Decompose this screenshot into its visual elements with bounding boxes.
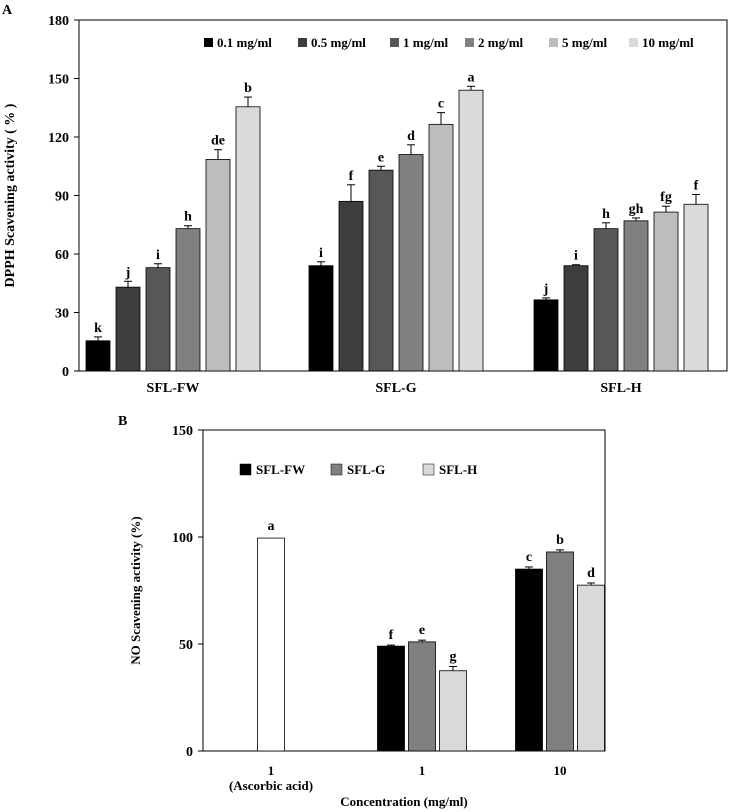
bar-sfl-h-1-mg-ml	[593, 228, 619, 372]
significance-letter: j	[125, 265, 131, 280]
legend-swatch-10-mg-ml	[629, 38, 638, 47]
x-tick-label: SFL-G	[375, 381, 416, 396]
legend-label: 2 mg/ml	[478, 35, 524, 50]
y-axis-label: NO Scavening activity (%)	[128, 516, 143, 664]
legend-label: 10 mg/ml	[642, 35, 694, 50]
bar-sfl-fw-10-mg-ml	[235, 106, 261, 372]
significance-letter: i	[574, 249, 578, 264]
chart-a-dpph: 0 30 60 90 120 150 180 DPPH Scavening activity …	[3, 14, 728, 396]
legend-label: 0.5 mg/ml	[311, 35, 366, 50]
bar-sfl-fw-0-5-mg-ml	[115, 286, 141, 372]
panel-a-label: A	[2, 3, 13, 18]
significance-letter: d	[587, 566, 595, 581]
bar-ascorbic-acid	[257, 537, 285, 752]
bar-1-sfl-fw	[377, 645, 405, 752]
bar-sfl-fw-2-mg-ml	[175, 228, 201, 372]
bar-sfl-h-10-mg-ml	[683, 203, 709, 372]
x-tick-label: 10	[554, 763, 567, 778]
significance-letter: b	[244, 81, 252, 96]
significance-letter: g	[450, 649, 457, 664]
legend-label: SFL-FW	[256, 462, 305, 477]
x-tick-label: SFL-FW	[147, 381, 200, 396]
bar-sfl-g-5-mg-ml	[428, 123, 454, 372]
bar-sfl-g-0-1-mg-ml	[308, 265, 334, 372]
legend-label: 0.1 mg/ml	[217, 35, 272, 50]
legend-swatch-2-mg-ml	[465, 38, 474, 47]
significance-letter: de	[211, 134, 225, 149]
bar-sfl-h-0-1-mg-ml	[533, 299, 559, 372]
bar-sfl-h-2-mg-ml	[623, 220, 649, 372]
significance-letter: k	[94, 321, 102, 336]
x-tick-label: SFL-H	[600, 381, 641, 396]
bar-sfl-g-0-5-mg-ml	[338, 200, 364, 372]
legend-label: 5 mg/ml	[562, 35, 608, 50]
x-tick-label: 1	[268, 763, 275, 778]
significance-letter: e	[419, 623, 425, 638]
legend-label: 1 mg/ml	[403, 35, 449, 50]
y-tick-label: 120	[48, 131, 69, 146]
x-tick-label: 1	[419, 763, 426, 778]
legend-swatch-sfl-fw	[239, 463, 252, 476]
y-tick-label: 90	[55, 190, 69, 205]
y-tick-label: 150	[48, 73, 69, 88]
y-tick-label: 100	[172, 531, 193, 546]
legend-label: SFL-H	[439, 462, 477, 477]
significance-letter: f	[389, 628, 394, 643]
y-tick-label: 150	[172, 424, 193, 439]
significance-letter: fg	[660, 190, 672, 205]
y-tick-label: 60	[55, 248, 69, 263]
significance-letter: b	[556, 533, 564, 548]
bar-10-sfl-fw	[515, 568, 543, 752]
significance-letter: i	[319, 246, 323, 261]
legend-label: SFL-G	[347, 462, 385, 477]
bar-10-sfl-g	[546, 551, 574, 752]
significance-letter: c	[438, 97, 444, 112]
bar-sfl-g-2-mg-ml	[398, 154, 424, 372]
significance-letter: h	[184, 210, 192, 225]
significance-letter: a	[268, 519, 275, 534]
legend-swatch-sfl-h	[422, 463, 435, 476]
significance-letter: c	[526, 550, 532, 565]
significance-letter: f	[694, 179, 699, 194]
significance-letter: h	[602, 207, 610, 222]
legend-swatch-sfl-g	[330, 463, 343, 476]
panel-b-label: B	[118, 414, 127, 429]
bar-10-sfl-h	[577, 584, 605, 752]
significance-letter: gh	[629, 202, 644, 217]
bar-sfl-fw-5-mg-ml	[205, 159, 231, 372]
significance-letter: d	[407, 129, 415, 144]
bar-sfl-g-10-mg-ml	[458, 89, 484, 372]
y-tick-label: 180	[48, 14, 69, 29]
significance-letter: a	[468, 70, 475, 85]
x-tick-label: (Ascorbic acid)	[229, 778, 313, 793]
y-tick-label: 0	[186, 745, 193, 760]
bar-sfl-fw-0-1-mg-ml	[85, 340, 111, 372]
y-tick-label: 0	[62, 365, 69, 380]
bar-1-sfl-g	[408, 641, 436, 752]
bar-1-sfl-h	[439, 670, 467, 752]
significance-letter: i	[156, 248, 160, 263]
bar-sfl-h-5-mg-ml	[653, 211, 679, 372]
y-axis-label: DPPH Scavening activity ( % )	[3, 103, 18, 287]
legend-swatch-0-5-mg-ml	[298, 38, 307, 47]
bar-sfl-g-1-mg-ml	[368, 169, 394, 372]
x-axis-label: Concentration (mg/ml)	[340, 794, 467, 809]
bar-sfl-h-0-5-mg-ml	[563, 265, 589, 372]
y-tick-label: 50	[179, 638, 193, 653]
y-tick-label: 30	[55, 307, 69, 322]
bar-sfl-fw-1-mg-ml	[145, 267, 171, 372]
significance-letter: j	[543, 282, 549, 297]
legend-swatch-5-mg-ml	[549, 38, 558, 47]
legend-swatch-1-mg-ml	[390, 38, 399, 47]
legend-swatch-0-1-mg-ml	[204, 38, 213, 47]
chart-b-no: 0 50 100 150 NO Scavening activity (%) Concen…	[128, 424, 606, 809]
significance-letter: e	[378, 150, 384, 165]
significance-letter: f	[349, 169, 354, 184]
